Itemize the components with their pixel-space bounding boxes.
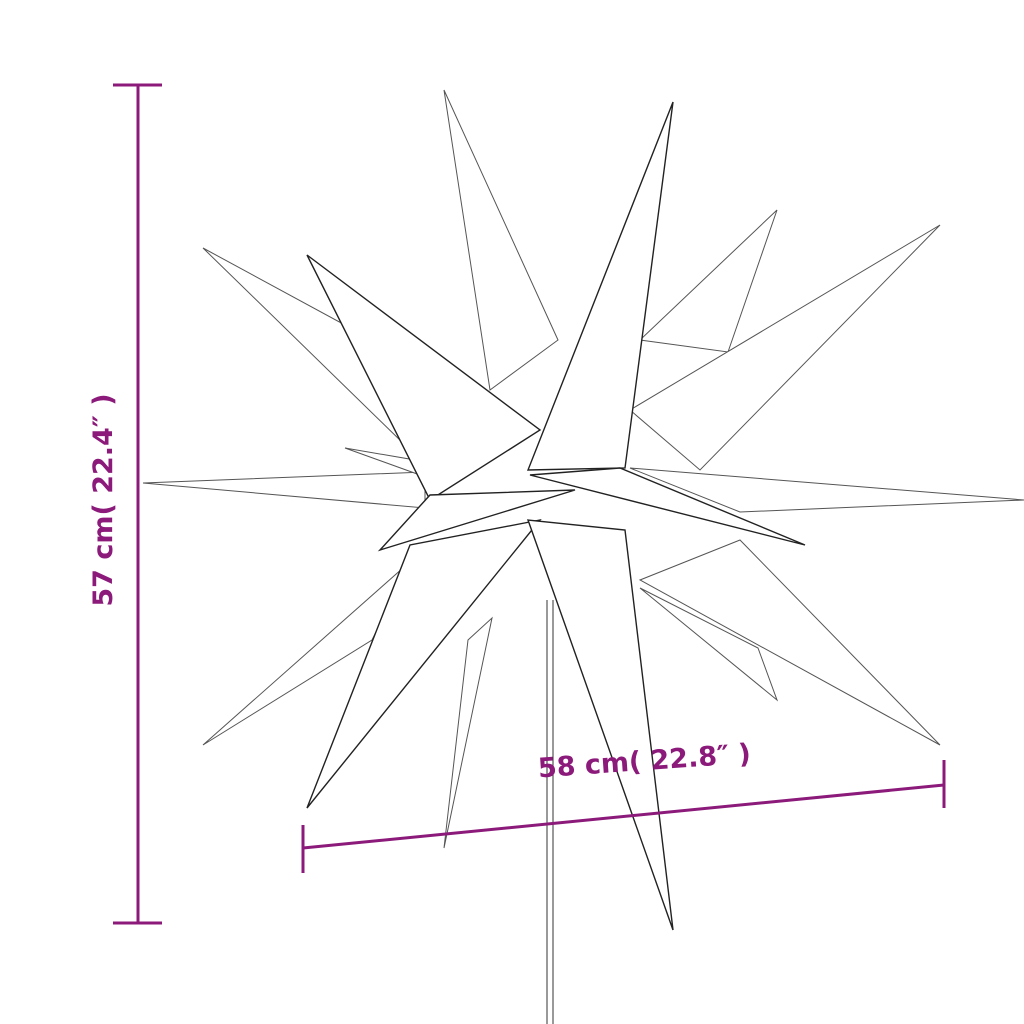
height-label: 57 cm( 22.4″ ) (88, 393, 119, 606)
star-front-spikes (306, 101, 806, 931)
height-dimension-line (113, 83, 162, 925)
ground-stake (546, 600, 554, 1024)
star-back-spikes (142, 89, 1024, 849)
width-dimension-line (301, 760, 946, 873)
